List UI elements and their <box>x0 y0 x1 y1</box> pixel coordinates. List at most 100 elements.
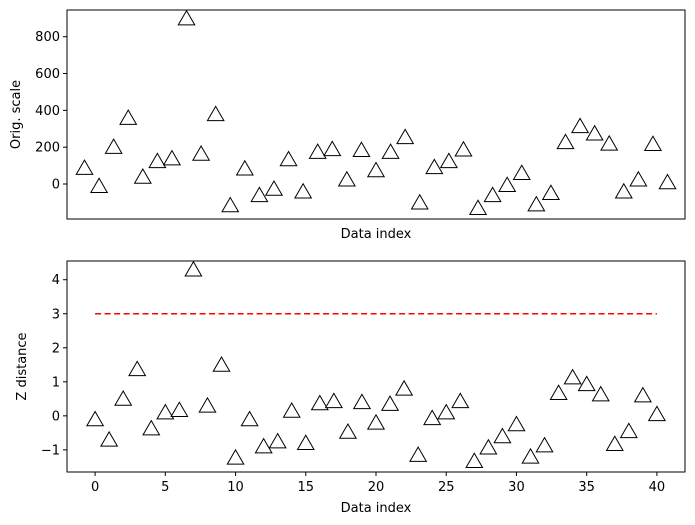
data-point <box>221 196 240 213</box>
data-point <box>507 415 526 432</box>
data-point <box>119 109 138 125</box>
data-point <box>479 438 498 455</box>
data-point <box>128 360 147 377</box>
data-point <box>409 446 428 462</box>
y-tick-label: 3 <box>52 307 60 322</box>
y-tick-label: 0 <box>52 409 60 424</box>
data-point <box>396 128 415 145</box>
data-point <box>282 401 301 418</box>
data-point <box>556 133 575 150</box>
y-tick-label: 200 <box>35 141 60 156</box>
y-tick-label: 2 <box>52 341 60 356</box>
data-point <box>170 401 189 418</box>
bottom-x-ticks: 0 5 10 15 20 25 30 35 40 <box>91 472 665 495</box>
data-point <box>104 138 123 154</box>
data-point <box>366 161 386 178</box>
x-tick-label: 15 <box>297 480 314 495</box>
data-point <box>148 152 167 169</box>
data-point <box>198 396 217 413</box>
data-point <box>451 392 470 409</box>
top-y-ticks: 0 200 400 600 800 <box>35 30 67 193</box>
data-point <box>162 149 182 166</box>
x-tick-label: 30 <box>508 480 525 495</box>
data-point <box>133 167 152 184</box>
top-panel: 0 200 400 600 800 Data index Orig. scale <box>9 9 686 242</box>
data-point <box>600 134 619 151</box>
data-point <box>493 427 512 444</box>
bottom-marks <box>85 260 667 469</box>
data-point <box>521 447 540 464</box>
data-point <box>614 182 633 199</box>
x-tick-label: 20 <box>368 480 385 495</box>
data-point <box>425 158 444 175</box>
data-point <box>352 141 371 158</box>
top-marks <box>75 9 677 216</box>
data-point <box>570 117 590 134</box>
data-point <box>184 260 203 277</box>
data-point <box>394 379 414 396</box>
data-point <box>629 170 648 187</box>
data-point <box>254 437 273 454</box>
data-point <box>380 395 400 411</box>
data-point <box>100 430 119 447</box>
data-point <box>437 403 456 420</box>
x-tick-label: 40 <box>649 480 666 495</box>
y-tick-label: −1 <box>41 443 60 458</box>
x-tick-label: 10 <box>227 480 244 495</box>
top-y-axis-label: Orig. scale <box>9 80 24 149</box>
data-point <box>296 434 315 451</box>
data-point <box>226 448 245 465</box>
x-tick-label: 5 <box>161 480 169 495</box>
data-point <box>577 375 596 392</box>
data-point <box>235 159 254 176</box>
data-point <box>268 432 287 449</box>
data-point <box>324 392 343 409</box>
data-point <box>549 384 568 400</box>
x-tick-label: 25 <box>438 480 455 495</box>
data-point <box>633 386 652 403</box>
data-point <box>308 143 327 159</box>
data-point <box>465 452 484 469</box>
data-point <box>366 413 386 430</box>
data-point <box>352 393 372 410</box>
data-point <box>338 423 358 439</box>
y-tick-label: 1 <box>52 375 60 390</box>
bottom-y-axis-label: Z distance <box>15 332 30 400</box>
data-point <box>212 355 231 372</box>
data-point <box>192 144 211 161</box>
data-point <box>337 170 356 187</box>
data-point <box>85 410 105 427</box>
top-axes-frame <box>66 9 686 220</box>
data-point <box>454 140 473 157</box>
data-point <box>89 177 109 193</box>
data-point <box>512 164 531 181</box>
data-point <box>177 9 196 26</box>
data-point <box>310 394 329 411</box>
data-point <box>643 135 663 151</box>
data-point <box>498 176 517 193</box>
data-point <box>541 184 560 200</box>
data-point <box>658 173 677 190</box>
data-point <box>279 150 298 167</box>
data-point <box>647 405 667 422</box>
data-point <box>563 368 582 385</box>
bottom-x-axis-label: Data index <box>341 501 412 516</box>
data-point <box>483 186 502 203</box>
data-point <box>75 159 94 175</box>
y-tick-label: 600 <box>35 67 60 82</box>
bottom-y-ticks: −1 0 1 2 3 4 <box>41 273 67 458</box>
data-point <box>605 435 624 452</box>
data-point <box>206 105 225 122</box>
y-tick-label: 4 <box>52 273 60 288</box>
data-point <box>423 409 442 426</box>
data-point <box>535 436 554 453</box>
data-point <box>619 422 638 439</box>
top-x-axis-label: Data index <box>341 227 412 242</box>
x-tick-label: 0 <box>91 480 99 495</box>
data-point <box>114 390 133 406</box>
data-point <box>527 195 546 212</box>
data-point <box>439 152 458 169</box>
data-point <box>323 140 342 157</box>
y-tick-label: 400 <box>35 104 60 119</box>
